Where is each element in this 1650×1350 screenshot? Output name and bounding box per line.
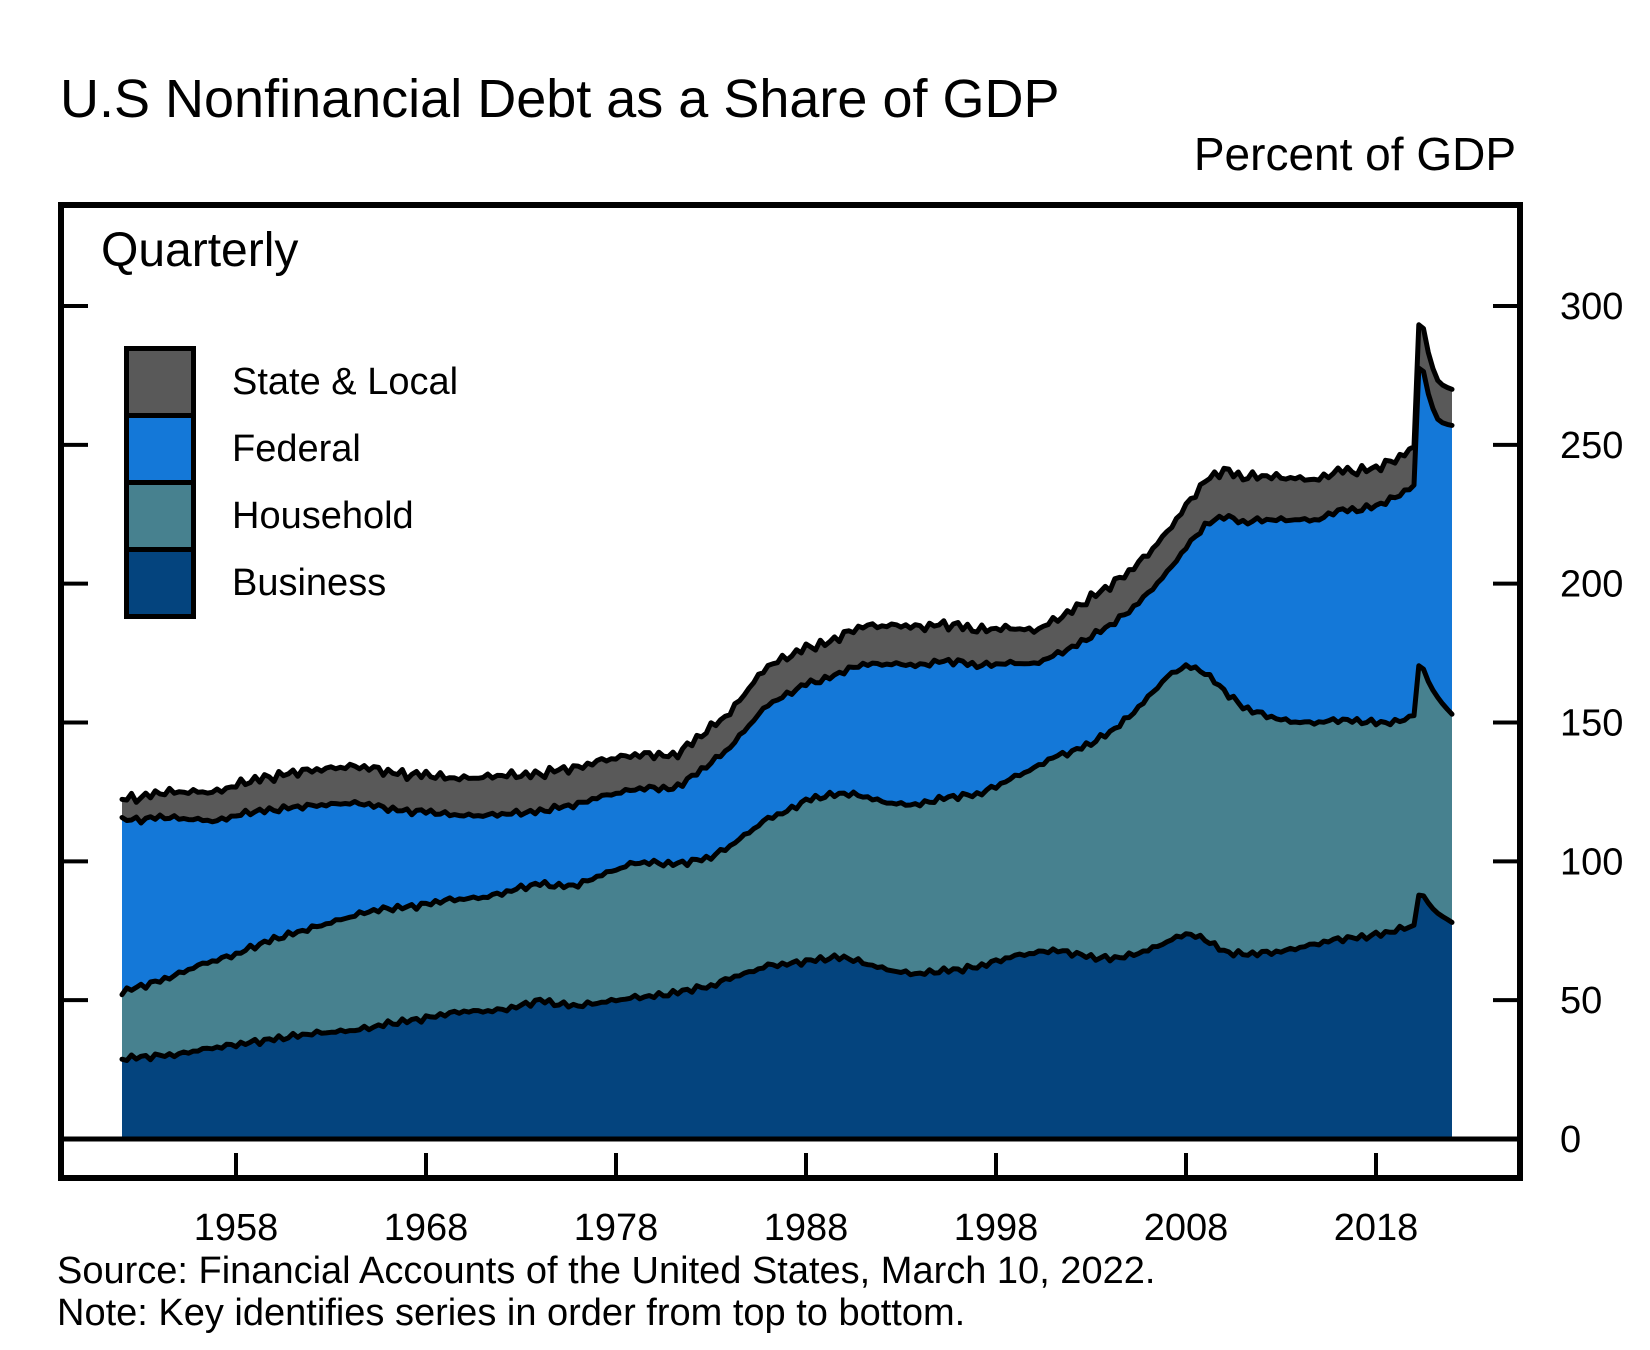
area-business bbox=[122, 895, 1452, 1139]
plot-frame bbox=[58, 202, 1523, 1181]
y-tick-label-150: 150 bbox=[1560, 702, 1623, 744]
x-tick-label-1998: 1998 bbox=[954, 1207, 1039, 1249]
legend-swatch-state-local bbox=[124, 346, 196, 418]
y-tick-label-0: 0 bbox=[1560, 1119, 1581, 1161]
y-tick-label-200: 200 bbox=[1560, 564, 1623, 606]
x-tick-label-2008: 2008 bbox=[1144, 1207, 1229, 1249]
y-tick-label-50: 50 bbox=[1560, 980, 1602, 1022]
y-axis-unit-label: Percent of GDP bbox=[1193, 128, 1516, 180]
boundary-state-local bbox=[119, 322, 1455, 805]
x-tick-label-1958: 1958 bbox=[194, 1207, 279, 1249]
legend-label-household: Household bbox=[232, 495, 414, 537]
boundary-business bbox=[119, 892, 1455, 1063]
boundary-household bbox=[119, 662, 1455, 998]
x-tick-label-1978: 1978 bbox=[574, 1207, 659, 1249]
legend-label-federal: Federal bbox=[232, 428, 361, 470]
x-tick-label-1988: 1988 bbox=[764, 1207, 849, 1249]
legend-label-business: Business bbox=[232, 562, 387, 604]
legend-label-state-local: State & Local bbox=[232, 361, 459, 403]
x-tick-label-1968: 1968 bbox=[384, 1207, 469, 1249]
frequency-label: Quarterly bbox=[101, 224, 299, 277]
area-household bbox=[122, 664, 1452, 1061]
legend-item-business: Business bbox=[124, 547, 458, 619]
chart-title: U.S Nonfinancial Debt as a Share of GDP bbox=[60, 69, 1060, 129]
y-tick-label-300: 300 bbox=[1560, 286, 1623, 328]
boundary-federal bbox=[119, 365, 1455, 826]
legend-swatch-federal bbox=[124, 413, 196, 485]
legend-item-state-local: State & Local bbox=[124, 346, 458, 418]
legend-swatch-business bbox=[124, 547, 196, 619]
y-tick-label-250: 250 bbox=[1560, 425, 1623, 467]
source-line: Source: Financial Accounts of the United… bbox=[57, 1250, 1156, 1292]
area-federal bbox=[122, 368, 1452, 995]
footer: Source: Financial Accounts of the United… bbox=[57, 1250, 1155, 1334]
y-tick-label-100: 100 bbox=[1560, 841, 1623, 883]
legend-swatch-household bbox=[124, 480, 196, 552]
note-line: Note: Key identifies series in order fro… bbox=[57, 1292, 966, 1334]
legend-item-federal: Federal bbox=[124, 413, 458, 485]
x-tick-label-2018: 2018 bbox=[1334, 1207, 1419, 1249]
legend-item-household: Household bbox=[124, 480, 458, 552]
legend: State & Local Federal Household Business bbox=[124, 346, 458, 619]
